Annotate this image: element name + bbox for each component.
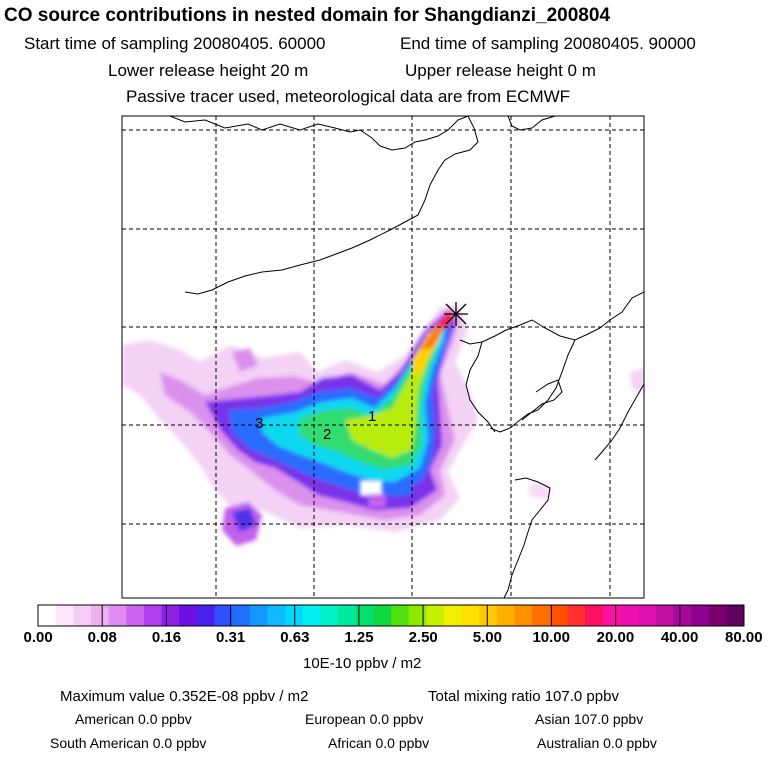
- colorbar-swatch: [55, 605, 74, 626]
- south-american-contribution: South American 0.0 ppbv: [50, 735, 207, 751]
- colorbar-swatch: [73, 605, 92, 626]
- colorbar-swatch: [708, 605, 727, 626]
- colorbar-swatch: [232, 605, 251, 626]
- colorbar-swatch: [338, 605, 357, 626]
- colorbar-swatch: [320, 605, 339, 626]
- colorbar-swatch: [726, 605, 745, 626]
- colorbar-swatch: [108, 605, 127, 626]
- asian-contribution: Asian 107.0 ppbv: [535, 711, 644, 727]
- border-north-2: [184, 116, 479, 295]
- colorbar-tick-label: 5.00: [472, 629, 502, 646]
- plume-layer-red: [438, 310, 454, 330]
- map-area: 1 2 3: [122, 116, 644, 598]
- start-time-label: Start time of sampling 20080405. 60000: [24, 34, 326, 53]
- colorbar-tick-label: 0.31: [216, 629, 246, 646]
- lower-height-label: Lower release height 20 m: [108, 61, 309, 80]
- region-label-1: 1: [368, 408, 376, 425]
- colorbar-swatch: [443, 605, 463, 626]
- colorbar-swatch: [408, 605, 427, 626]
- coast-korea: [489, 339, 576, 433]
- plume-layer-yellowgreen: [345, 336, 432, 458]
- colorbar-swatch: [179, 605, 198, 626]
- colorbar-tick-label: 80.00: [725, 629, 763, 646]
- coast-east: [459, 291, 644, 345]
- colorbar-swatch: [426, 605, 445, 626]
- colorbar-swatch: [638, 605, 657, 626]
- colorbar-units: 10E-10 ppbv / m2: [303, 655, 422, 672]
- colorbar-swatch: [143, 605, 163, 626]
- colorbar-swatch: [461, 605, 480, 626]
- coast-south: [503, 477, 551, 598]
- colorbar-swatch: [549, 605, 568, 626]
- plume-gaps: [360, 480, 412, 508]
- african-contribution: African 0.0 ppbv: [328, 735, 430, 751]
- colorbar-tick-label: 0.16: [151, 629, 182, 646]
- colorbar-swatch: [620, 605, 639, 626]
- colorbar-swatch: [514, 605, 533, 626]
- colorbar-swatch: [355, 605, 374, 626]
- coast-peninsula: [521, 379, 563, 421]
- colorbar-swatch: [302, 605, 321, 626]
- colorbar-swatch: [532, 605, 551, 626]
- plume-blob-north: [232, 348, 258, 372]
- region-label-3: 3: [255, 415, 263, 432]
- colorbar-tick-label: 2.50: [408, 629, 438, 646]
- colorbar-swatch: [655, 605, 674, 626]
- tracer-note: Passive tracer used, meteorological data…: [126, 87, 571, 106]
- colorbar-swatch: [391, 605, 410, 626]
- end-time-label: End time of sampling 20080405. 90000: [400, 34, 696, 53]
- colorbar-swatch: [691, 605, 710, 626]
- colorbar-swatch: [126, 605, 145, 626]
- colorbar-swatch: [267, 605, 286, 626]
- colorbar-swatch: [602, 605, 621, 626]
- european-contribution: European 0.0 ppbv: [305, 711, 424, 727]
- colorbar-swatch: [585, 605, 604, 626]
- total-mixing-ratio: Total mixing ratio 107.0 ppbv: [428, 688, 619, 705]
- colorbar-swatch: [90, 605, 110, 626]
- colorbar-border: [37, 604, 745, 627]
- lat-lon-grid: [122, 116, 644, 598]
- upper-height-label: Upper release height 0 m: [405, 61, 596, 80]
- plume-layer-faint-east: [630, 368, 644, 392]
- colorbar-swatch: [673, 605, 692, 626]
- concentration-plume: [122, 305, 644, 546]
- colorbar-swatch: [479, 605, 498, 626]
- plot-title: CO source contributions in nested domain…: [4, 5, 611, 26]
- colorbar-swatch: [214, 605, 233, 626]
- border-north-1: [169, 116, 469, 151]
- american-contribution: American 0.0 ppbv: [75, 711, 192, 727]
- plume-blob-south-core: [232, 508, 256, 532]
- colorbar-swatch: [496, 605, 516, 626]
- colorbar-tick-label: 0.08: [87, 629, 117, 646]
- colorbar-swatch: [285, 605, 304, 626]
- colorbar-tick-label: 0.00: [23, 629, 53, 646]
- colorbar-tick-label: 40.00: [660, 629, 699, 646]
- colorbar-tick-label: 20.00: [596, 629, 635, 646]
- colorbar-swatch: [567, 605, 586, 626]
- colorbar: [37, 604, 745, 627]
- colorbar-swatch: [38, 605, 57, 626]
- map-border: [121, 115, 645, 599]
- coast-east-2: [594, 383, 644, 461]
- colorbar-swatch: [161, 605, 180, 626]
- coast-yellow-sea: [465, 341, 496, 433]
- colorbar-tick-label: 10.00: [532, 629, 570, 646]
- receptor-marker-icon: [444, 302, 468, 326]
- australian-contribution: Australian 0.0 ppbv: [537, 735, 657, 751]
- maximum-value: Maximum value 0.352E-08 ppbv / m2: [60, 688, 309, 705]
- colorbar-swatch: [196, 605, 215, 626]
- colorbar-swatch: [373, 605, 392, 626]
- region-label-2: 2: [323, 426, 331, 443]
- colorbar-tick-label: 0.63: [280, 629, 310, 646]
- colorbar-tick-label: 1.25: [344, 629, 374, 646]
- colorbar-swatch: [249, 605, 268, 626]
